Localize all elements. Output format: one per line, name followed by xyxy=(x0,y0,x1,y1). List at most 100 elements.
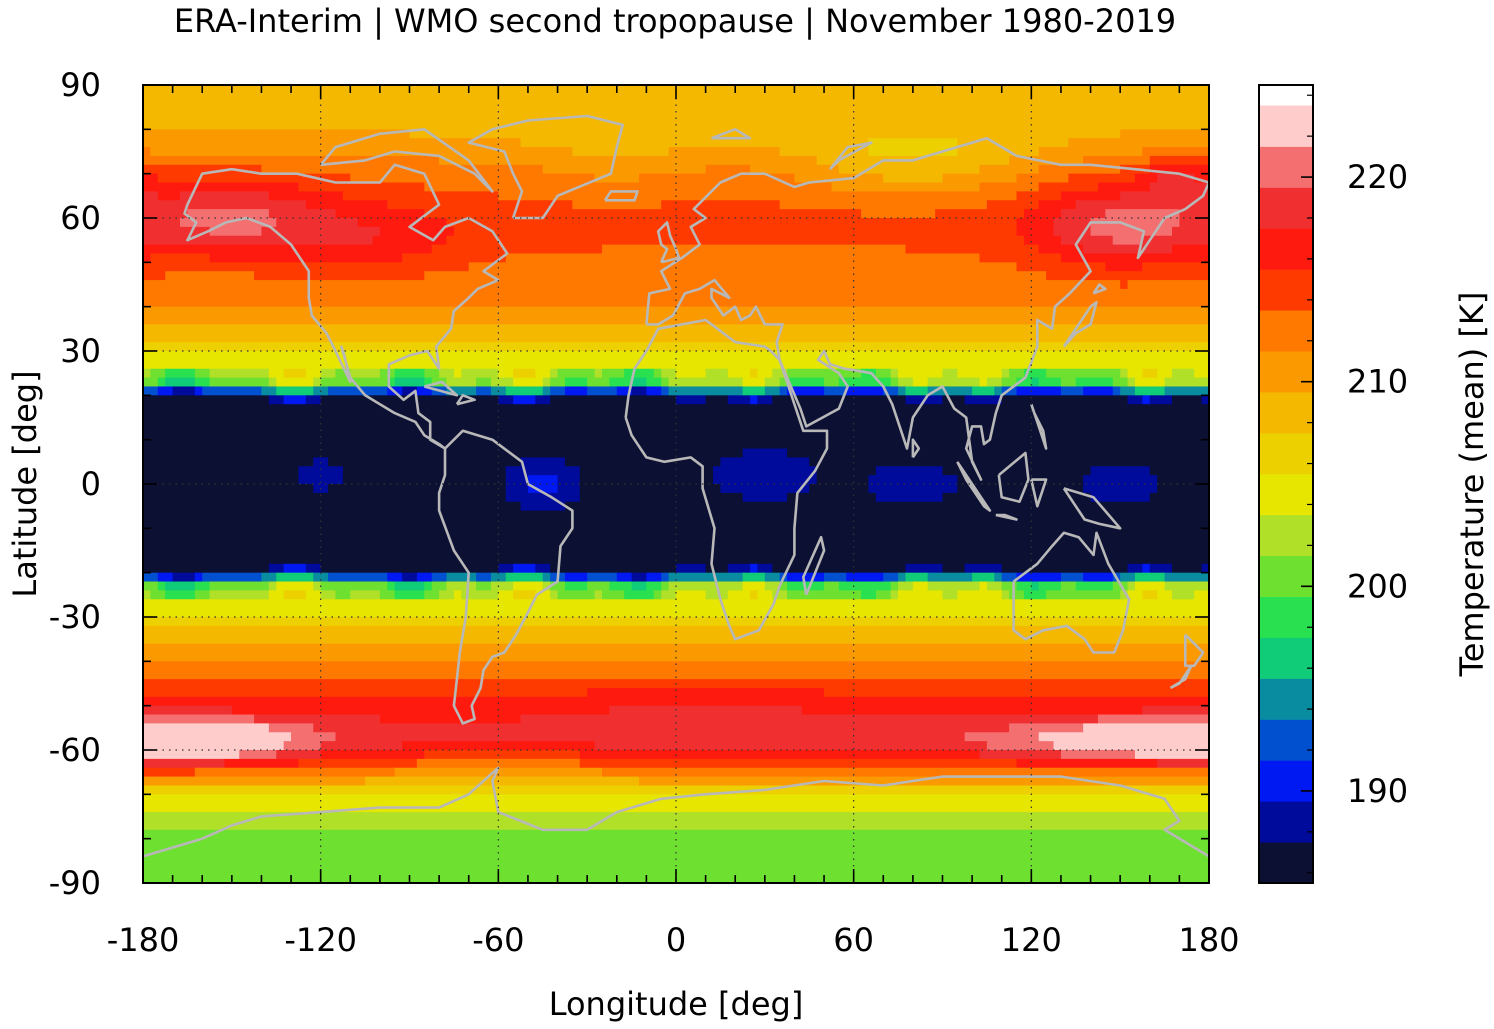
heatmap-cell xyxy=(957,368,1003,379)
heatmap-cell xyxy=(476,386,492,396)
heatmap-cell xyxy=(542,581,551,591)
heatmap-cell xyxy=(594,590,603,600)
heatmap-cell xyxy=(713,466,818,476)
heatmap-cell xyxy=(505,466,581,476)
heatmap-cell xyxy=(143,687,588,698)
heatmap-cell xyxy=(143,741,285,751)
heatmap-cell xyxy=(1112,377,1129,388)
heatmap-cell xyxy=(291,732,337,742)
heatmap-cell xyxy=(964,563,1003,574)
heatmap-cell xyxy=(143,776,366,787)
heatmap-cell xyxy=(320,581,388,591)
heatmap-cell xyxy=(143,235,374,246)
heatmap-cell xyxy=(1068,173,1136,184)
heatmap-cell xyxy=(143,492,507,503)
heatmap-cell xyxy=(1075,200,1209,210)
heatmap-cell xyxy=(446,235,1025,246)
heatmap-cell xyxy=(1016,758,1158,769)
heatmap-cell xyxy=(513,581,544,591)
heatmap-cell xyxy=(824,386,847,396)
heatmap-cell xyxy=(564,457,722,467)
heatmap-cell xyxy=(1090,226,1173,237)
heatmap-cell xyxy=(601,590,625,600)
heatmap-cell xyxy=(646,377,662,388)
heatmap-cell xyxy=(143,714,255,724)
heatmap-cell xyxy=(305,563,322,574)
heatmap-cell xyxy=(453,226,1018,237)
heatmap-cell xyxy=(1164,572,1209,583)
heatmap-cell xyxy=(1120,191,1209,201)
heatmap-cell xyxy=(1083,475,1158,485)
heatmap-cell xyxy=(994,386,1003,396)
heatmap-cell xyxy=(143,484,314,494)
heatmap-cell xyxy=(787,492,877,503)
heatmap-cell xyxy=(1083,244,1173,255)
heatmap-cell xyxy=(143,386,159,396)
heatmap-cell xyxy=(335,590,351,600)
heatmap-cell xyxy=(143,794,1209,804)
heatmap-cell xyxy=(1016,226,1055,237)
heatmap-cell xyxy=(194,767,396,778)
heatmap-cell xyxy=(905,386,929,396)
heatmap-cell xyxy=(535,590,551,600)
heatmap-cell xyxy=(143,475,300,485)
heatmap-cell xyxy=(431,581,448,591)
heatmap-cell xyxy=(868,475,958,485)
heatmap-cell xyxy=(446,218,1018,228)
heatmap-cell xyxy=(905,244,1040,255)
heatmap-cell xyxy=(143,732,292,742)
x-tick-label: 120 xyxy=(1001,921,1062,959)
heatmap-cell xyxy=(276,386,314,396)
heatmap-cell xyxy=(861,590,877,600)
coastline xyxy=(656,221,681,264)
heatmap-cell xyxy=(394,377,425,388)
heatmap-cell xyxy=(1083,723,1209,733)
heatmap-cell xyxy=(1023,209,1062,219)
heatmap-cell xyxy=(350,368,381,379)
heatmap-cell xyxy=(631,386,647,396)
heatmap-cell xyxy=(787,590,862,600)
heatmap-cell xyxy=(824,377,840,388)
heatmap-cell xyxy=(461,590,499,600)
heatmap-cell xyxy=(143,829,1209,840)
heatmap-cell xyxy=(439,368,455,379)
colorbar-swatch xyxy=(1259,432,1313,475)
heatmap-cell xyxy=(1023,368,1047,379)
heatmap-cell xyxy=(424,590,440,600)
heatmap-cell xyxy=(1164,377,1209,388)
heatmap-cell xyxy=(1016,173,1069,184)
heatmap-cell xyxy=(143,670,1209,680)
heatmap-cell xyxy=(1001,386,1018,396)
heatmap-cell xyxy=(268,723,314,733)
coastline xyxy=(956,461,992,512)
heatmap-cell xyxy=(550,386,566,396)
x-tick-label: 180 xyxy=(1178,921,1239,959)
heatmap-cell xyxy=(1075,581,1114,591)
heatmap-cell xyxy=(1001,368,1010,379)
heatmap-cell xyxy=(564,377,588,388)
heatmap-cell xyxy=(1083,572,1114,583)
heatmap-cell xyxy=(1142,705,1209,716)
heatmap-cell xyxy=(1009,368,1025,379)
heatmap-cell xyxy=(180,191,270,201)
heatmap-cell xyxy=(846,572,884,583)
heatmap-cell xyxy=(601,368,625,379)
y-tick-label: 0 xyxy=(81,465,101,503)
coastline xyxy=(828,141,873,171)
heatmap-cell xyxy=(1149,395,1173,405)
heatmap-cell xyxy=(824,572,847,583)
heatmap-cell xyxy=(416,758,581,769)
colorbar-tick-label: 210 xyxy=(1347,363,1408,401)
heatmap-cell xyxy=(972,386,995,396)
heatmap-cell xyxy=(631,377,647,388)
heatmap-cell xyxy=(557,590,596,600)
heatmap-cell xyxy=(143,501,522,512)
heatmap-cell xyxy=(824,687,1209,698)
y-tick-label: -90 xyxy=(49,864,101,902)
heatmap-cell xyxy=(742,572,766,583)
colorbar-label: Temperature (mean) [K] xyxy=(1453,292,1491,678)
heatmap-cell xyxy=(1031,377,1040,388)
heatmap-cell xyxy=(268,563,285,574)
heatmap-cell xyxy=(772,395,907,405)
heatmap-cell xyxy=(320,590,337,600)
